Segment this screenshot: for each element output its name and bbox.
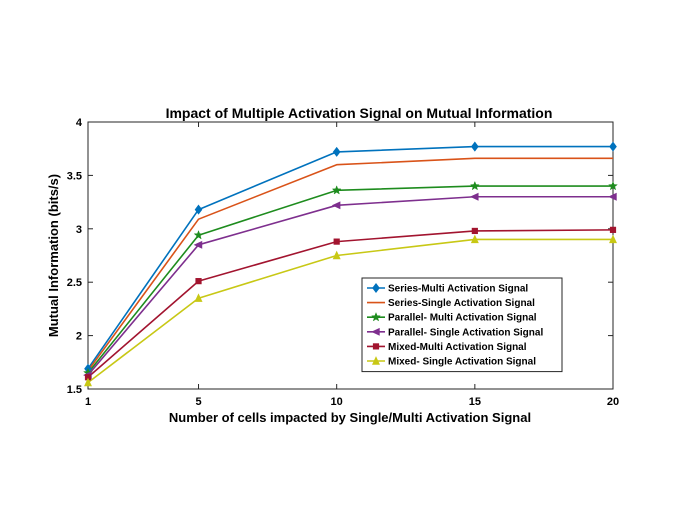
x-tick-label: 10: [331, 396, 343, 408]
legend-marker: [371, 327, 380, 336]
data-point-s3-4: [469, 180, 480, 191]
plot-area: [87, 121, 614, 390]
data-point-s5-5: [609, 226, 617, 233]
y-tick-label: 3.5: [67, 170, 82, 182]
x-tick-label: 20: [607, 396, 619, 408]
y-tick-label: 1.5: [67, 384, 82, 396]
y-tick-label: 4: [76, 117, 83, 129]
data-point-s6-1: [84, 377, 92, 387]
axis-ticks: 1 5 10 15 201.522.533.54: [67, 117, 619, 408]
data-point-s3-3: [331, 185, 342, 195]
y-tick-label: 2.5: [67, 277, 82, 289]
legend-entry-label: Parallel- Multi Activation Signal: [388, 313, 537, 324]
data-point-s5-2: [195, 278, 202, 285]
legend-entry-label: Series-Single Activation Signal: [388, 298, 535, 309]
data-point-s4-2: [193, 240, 203, 249]
data-point-s4-4: [469, 192, 479, 201]
legend-entry-label: Mixed- Single Activation Signal: [388, 357, 536, 368]
y-tick-label: 2: [76, 331, 82, 343]
data-point-s6-4: [470, 234, 479, 244]
legend-marker: [372, 282, 380, 294]
y-tick-label: 3: [76, 224, 82, 236]
series-line-2: [87, 157, 613, 372]
data-point-s1-5: [609, 141, 617, 152]
data-point-s5-4: [471, 227, 478, 235]
data-point-s4-3: [331, 201, 341, 210]
chart-title: Impact of Multiple Activation Signal on …: [166, 105, 553, 121]
legend-marker: [371, 311, 381, 322]
data-point-s6-3: [332, 250, 341, 260]
data-point-s1-3: [332, 146, 341, 157]
legend-box: [361, 277, 563, 373]
data-point-s3-2: [193, 230, 204, 240]
data-point-s5-3: [333, 238, 340, 245]
x-tick-label: 15: [469, 396, 481, 408]
data-point-s3-5: [608, 180, 618, 191]
x-tick-label: 5: [195, 396, 201, 408]
data-point-s1-2: [194, 204, 203, 215]
legend-entry-label: Series-Multi Activation Signal: [388, 284, 528, 295]
x-axis-label: Number of cells impacted by Single/Multi…: [169, 410, 531, 425]
x-tick-label: 1: [85, 396, 91, 408]
legend-marker: [372, 356, 380, 365]
legend-entry-label: Parallel- Single Activation Signal: [388, 327, 543, 338]
legend: Series-Multi Activation Signal Series-Sin…: [361, 277, 563, 373]
data-point-s6-2: [194, 293, 203, 302]
series-markers: [83, 141, 618, 387]
y-axis-label: Mutual Information (bits/s): [46, 174, 61, 337]
data-point-s1-4: [471, 141, 479, 152]
data-point-s4-5: [608, 192, 617, 201]
data-point-s6-5: [609, 234, 617, 244]
legend-entry-label: Mixed-Multi Activation Signal: [388, 342, 527, 353]
legend-marker: [372, 343, 380, 350]
